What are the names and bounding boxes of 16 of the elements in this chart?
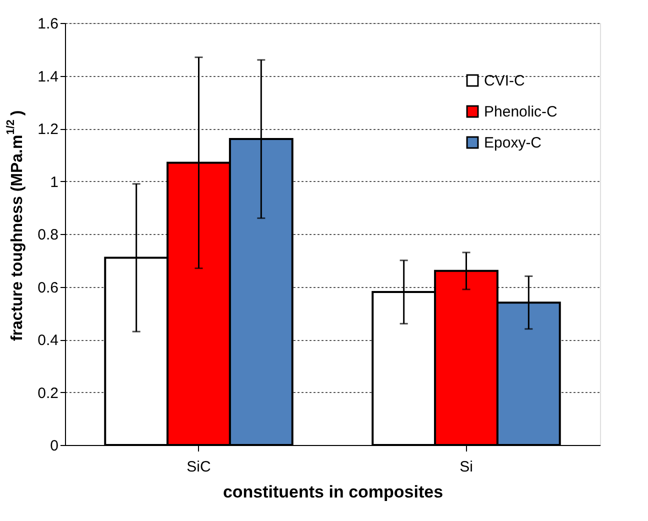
x-tick-label: SiC: [186, 458, 211, 476]
y-tick-label: 1.2: [38, 121, 58, 138]
y-tick-label: 1: [50, 174, 58, 191]
y-tick-label: 0: [50, 438, 58, 454]
y-tick-label: 1.6: [38, 16, 58, 32]
x-axis-title: constituents in composites: [222, 482, 444, 502]
y-tick-label: 0.8: [38, 226, 58, 244]
x-tick-label: Si: [460, 458, 473, 476]
y-tick-label: 0.6: [38, 279, 58, 296]
y-tick-label: 0.4: [38, 332, 58, 349]
legend-label: CVI-C: [484, 72, 525, 90]
y-tick-label: 0.2: [38, 384, 58, 402]
y-axis-title: fracture toughness (MPa.m1/2): [5, 110, 26, 342]
legend-label: Phenolic-C: [484, 104, 558, 120]
legend-label: Epoxy-C: [484, 134, 542, 152]
y-tick-label: 1.4: [38, 68, 58, 86]
